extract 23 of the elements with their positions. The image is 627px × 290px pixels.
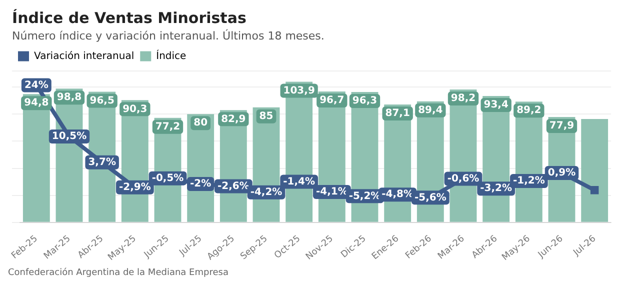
legend-label: Variación interanual: [34, 50, 134, 62]
data-label: 96,3: [352, 96, 378, 107]
text: Confederación Argentina de la Mediana Empresa: [8, 268, 230, 278]
bar: [581, 118, 608, 222]
data-label: 98,2: [450, 93, 476, 104]
data-label: 89,4: [418, 104, 443, 116]
data-label: 89,2: [516, 105, 542, 116]
data-label: 98,8: [56, 92, 82, 104]
data-label: 77,9: [549, 120, 574, 132]
data-label: 87,1: [385, 108, 410, 120]
data-label: 77,2: [155, 121, 180, 132]
legend-label: Índice: [156, 48, 186, 62]
data-label: 80: [194, 118, 208, 129]
data-label: 82,9: [221, 114, 246, 125]
data-label: 93,4: [484, 100, 508, 111]
data-label: 96,5: [90, 95, 114, 106]
chart-subtitle: Número índice y variación interanual. Últimos 18 meses.: [12, 28, 324, 42]
data-label: 85: [259, 110, 274, 122]
data-label: 90,3: [122, 104, 148, 115]
data-label: 94,8: [24, 98, 49, 109]
data-label: 103,9: [283, 85, 315, 96]
chart-title: Índice de Ventas Minoristas: [12, 8, 246, 27]
data-label: 96,7: [320, 95, 344, 106]
